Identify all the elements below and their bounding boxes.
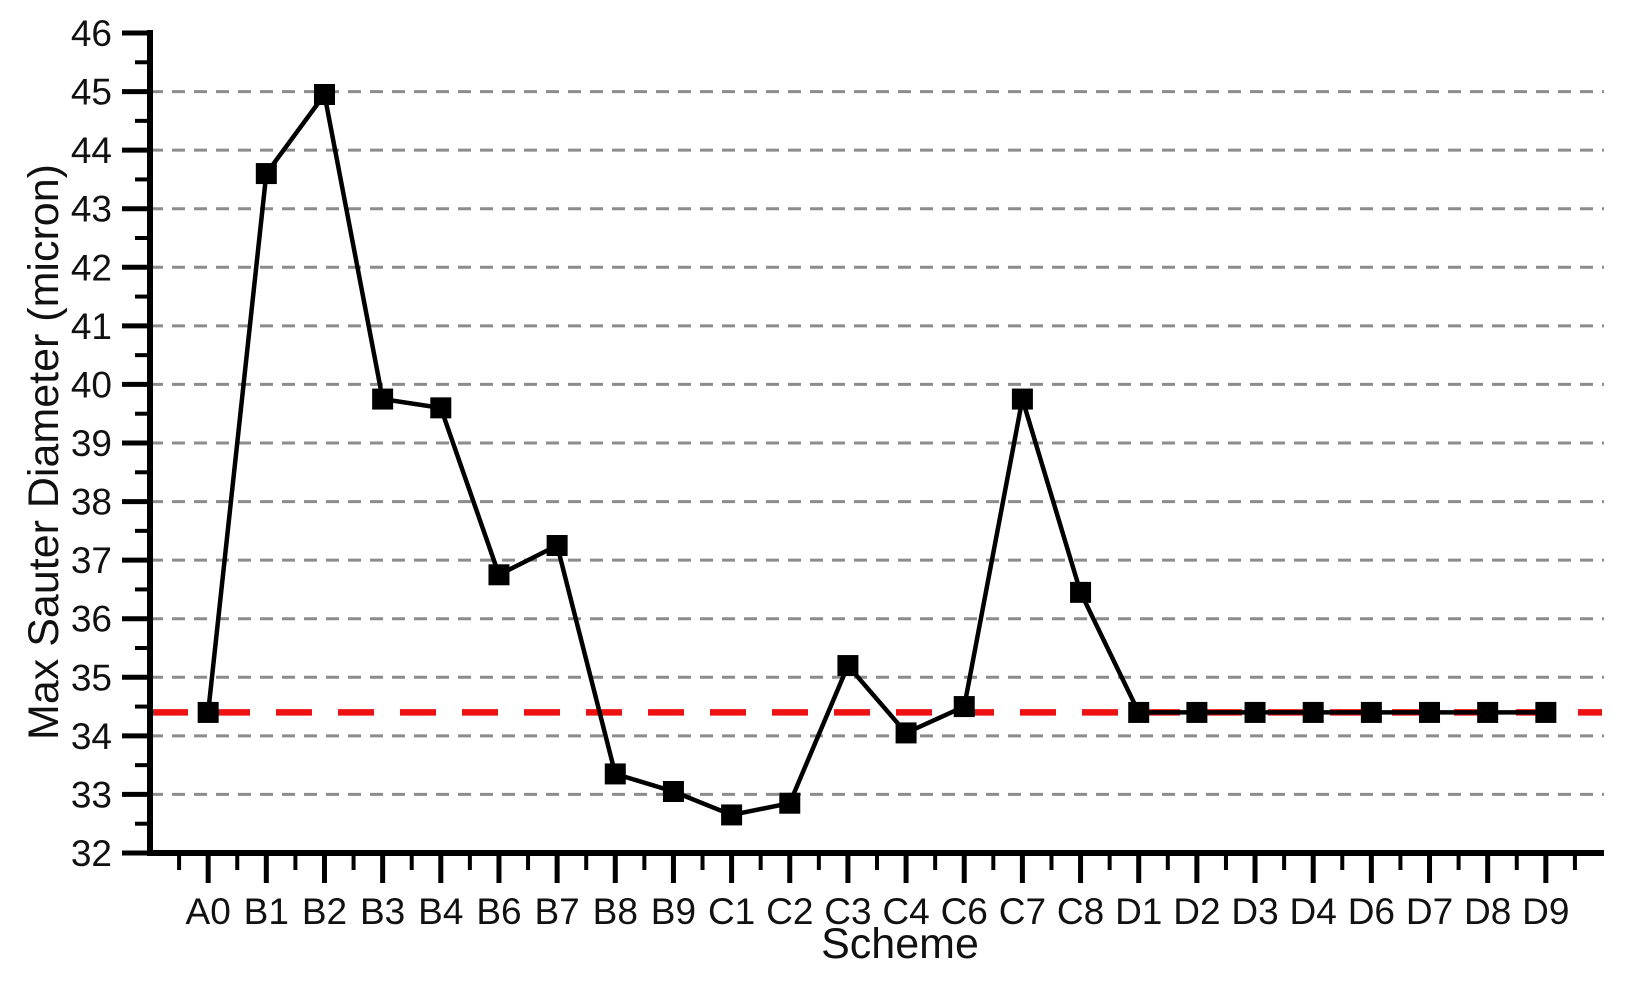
data-point-B4 [430,397,452,419]
x-tick-label: C6 [941,891,988,932]
data-point-C1 [721,804,743,826]
x-tick-label: D4 [1290,891,1337,932]
y-tick-label: 34 [71,716,112,757]
x-tick-label: C2 [766,891,813,932]
data-point-D9 [1535,701,1557,723]
x-tick-label: B1 [244,891,289,932]
x-tick-label: D1 [1115,891,1162,932]
x-tick-label: B7 [534,891,579,932]
y-tick-label: 39 [71,423,112,464]
x-tick-label: B8 [593,891,638,932]
y-tick-label: 42 [71,247,112,288]
y-tick-label: 33 [71,774,112,815]
x-tick-label: B6 [476,891,521,932]
data-point-B6 [488,564,510,586]
data-point-B2 [313,84,335,105]
data-series-line [205,89,1546,818]
data-point-C2 [779,792,801,814]
x-tick-label: C8 [1057,891,1104,932]
data-point-C6 [953,696,975,718]
y-tick-label: 46 [71,13,112,54]
y-tick-label: 37 [71,540,112,581]
x-tick-label: D3 [1231,891,1278,932]
x-tick-label: B4 [418,891,463,932]
x-tick-label: B9 [651,891,696,932]
data-point-D1 [1128,701,1150,723]
x-tick-label: B2 [302,891,347,932]
data-point-A0 [197,701,219,723]
data-point-D6 [1360,701,1382,723]
data-point-C4 [895,722,917,744]
data-point-B7 [546,535,568,556]
y-tick-label: 32 [71,833,112,874]
y-tick-label: 41 [71,306,112,347]
x-tick-label: C4 [882,891,929,932]
x-tick-label: D2 [1173,891,1220,932]
x-tick-label: D8 [1464,891,1511,932]
y-tick-label: 35 [71,657,112,698]
data-point-B9 [662,781,684,802]
x-tick-label: D9 [1522,891,1569,932]
series-layer [197,84,1557,826]
y-tick-label: 38 [71,482,112,523]
data-point-C7 [1011,388,1033,410]
y-tick-label: 40 [71,364,112,405]
x-tick-label: C7 [999,891,1046,932]
data-point-C8 [1070,581,1092,603]
y-axis-title: Max Sauter Diameter (micron) [20,164,68,740]
data-point-B3 [372,388,394,410]
data-point-B1 [255,163,277,185]
data-point-D3 [1244,701,1266,723]
x-tick-label: A0 [186,891,231,932]
y-tick-label: 36 [71,599,112,640]
data-point-D2 [1186,701,1208,723]
x-tick-label: C1 [708,891,755,932]
data-point-C3 [837,655,859,677]
data-point-D8 [1477,701,1499,723]
data-point-B8 [604,763,626,785]
axes-layer [122,30,1604,883]
y-tick-label: 44 [71,130,112,171]
gridlines-layer [150,90,1604,796]
x-axis-title: Scheme [821,920,979,968]
data-point-D7 [1419,701,1441,723]
y-tick-label: 43 [71,189,112,230]
x-tick-label: D7 [1406,891,1453,932]
x-tick-label: B3 [360,891,405,932]
y-tick-label: 45 [71,72,112,113]
x-tick-label: D6 [1348,891,1395,932]
tick-labels-layer: 32 33 34 35 36 37 38 39 40 41 42 43 44 45 46 A0 B1 B2 B3 B4… [71,13,1570,932]
x-tick-label: C3 [824,891,871,932]
data-point-D4 [1302,701,1324,723]
